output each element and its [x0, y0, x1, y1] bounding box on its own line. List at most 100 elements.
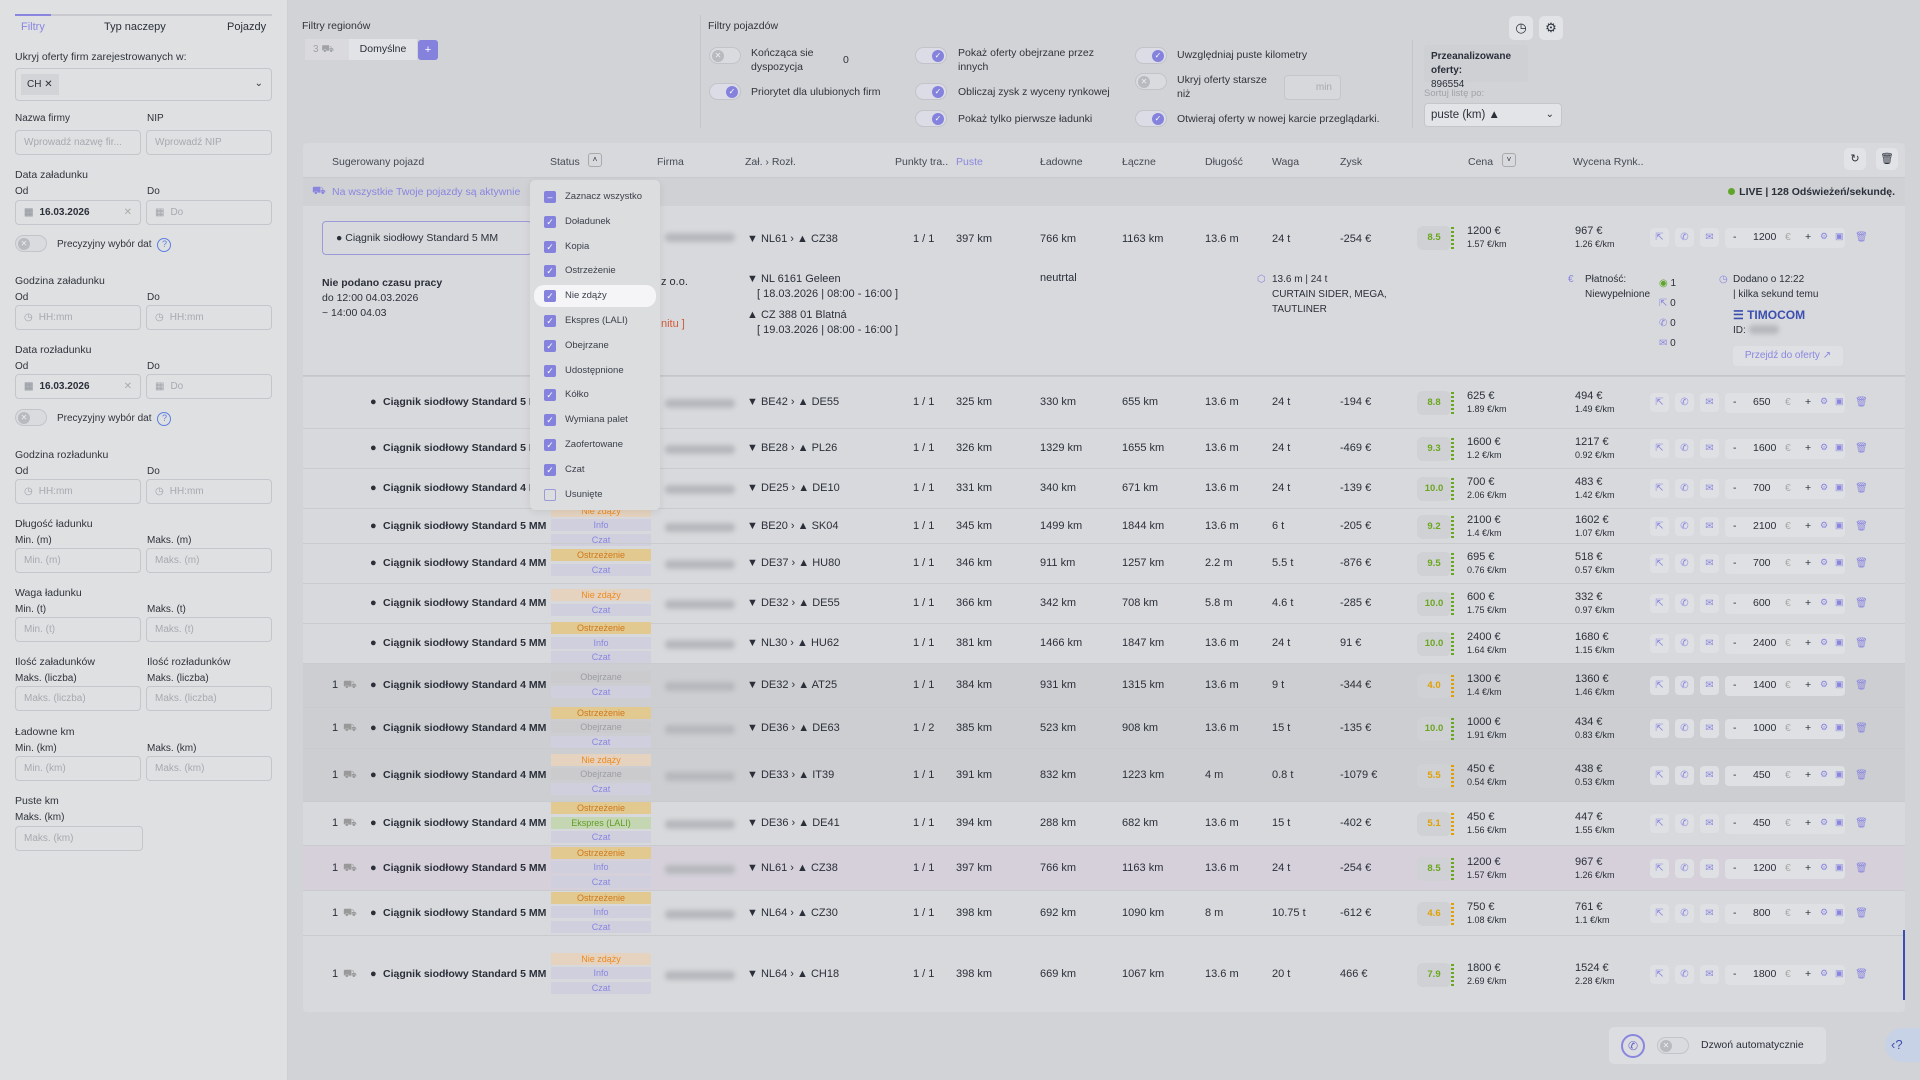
bid-auto-icon[interactable]: ▣ — [1835, 768, 1844, 779]
new-tab-toggle[interactable]: ✓ — [1135, 110, 1167, 127]
table-row[interactable]: ● Ciągnik siodłowy Standard 5 MM ▼ BE28 › … — [303, 428, 1905, 468]
weight-min-input[interactable]: Min. (t) — [15, 617, 141, 642]
minus-button[interactable]: - — [1733, 557, 1737, 569]
call-button[interactable]: ✆ — [1675, 814, 1694, 833]
minus-button[interactable]: - — [1733, 967, 1737, 980]
status-option[interactable]: ✓ Kółko — [530, 384, 660, 406]
table-row[interactable]: 1 ⛟ ● Ciągnik siodłowy Standard 4 MM Nie zdą… — [303, 748, 1905, 801]
plus-button[interactable]: + — [1805, 906, 1812, 919]
share-button[interactable]: ⇱ — [1650, 814, 1669, 833]
share-button[interactable]: ⇱ — [1650, 439, 1669, 458]
minus-button[interactable]: - — [1733, 519, 1737, 532]
checkbox[interactable]: ✓ — [544, 439, 556, 451]
plus-button[interactable]: + — [1805, 768, 1812, 781]
delete-offer-button[interactable]: 🗑 — [1852, 965, 1871, 984]
call-button[interactable]: ✆ — [1675, 676, 1694, 695]
plus-button[interactable]: + — [1805, 396, 1812, 408]
bid-stepper[interactable]: - 700 € + ⚙ ▣ — [1725, 554, 1845, 574]
minus-button[interactable]: - — [1733, 482, 1737, 494]
vehicle-select[interactable]: ● Ciągnik siodłowy Standard 5 MM — [322, 221, 532, 255]
header-empty-km[interactable]: Puste — [956, 156, 983, 168]
bid-stepper[interactable]: - 1200 € + ⚙ ▣ — [1725, 228, 1845, 248]
bid-value[interactable]: 700 — [1753, 557, 1771, 569]
checkbox[interactable]: ✓ — [544, 414, 556, 427]
mail-button[interactable]: ✉ — [1700, 516, 1719, 536]
table-row[interactable]: ● Ciągnik siodłowy Standard 4 MM Nie zdąży… — [303, 583, 1905, 623]
mail-button[interactable]: ✉ — [1700, 765, 1719, 785]
length-max-input[interactable]: Maks. (m) — [146, 548, 272, 573]
bid-value[interactable]: 800 — [1753, 906, 1771, 919]
bid-auto-icon[interactable]: ▣ — [1835, 637, 1844, 647]
delete-offer-button[interactable]: 🗑 — [1852, 766, 1871, 785]
minus-button[interactable]: - — [1733, 637, 1737, 649]
share-button[interactable]: ⇱ — [1650, 393, 1669, 412]
plus-button[interactable]: + — [1805, 721, 1812, 734]
delete-offer-button[interactable]: 🗑 — [1852, 859, 1871, 878]
minus-button[interactable]: - — [1733, 817, 1737, 829]
bid-value[interactable]: 1800 — [1753, 967, 1777, 980]
checkbox[interactable]: ✓ — [544, 290, 556, 303]
table-row[interactable]: 1 ⛟ ● Ciągnik siodłowy Standard 5 MM Nie zdą… — [303, 935, 1905, 1012]
unload-hour-to-input[interactable]: ◷ HH:mm — [146, 479, 272, 504]
checkbox[interactable]: – — [544, 191, 556, 203]
bid-stepper[interactable]: - 450 € + ⚙ ▣ — [1725, 814, 1845, 834]
plus-button[interactable]: + — [1805, 967, 1812, 980]
table-row[interactable]: ● Ciągnik siodłowy Standard 5 MM Ostrzeżen… — [303, 622, 1905, 664]
load-date-from-input[interactable]: ▦ 16.03.2026 ✕ — [15, 200, 141, 225]
header-status[interactable]: Status — [550, 156, 580, 168]
delete-offer-button[interactable]: 🗑 — [1852, 676, 1871, 695]
tab-trailer-type[interactable]: Typ naczepy — [104, 21, 166, 33]
auto-call-toggle[interactable]: ✕ — [1657, 1037, 1689, 1054]
status-option[interactable]: ✓ Kopia — [530, 236, 660, 258]
mail-button[interactable]: ✉ — [1700, 228, 1719, 247]
unload-date-to-input[interactable]: ▦ Do — [146, 374, 272, 399]
mail-button[interactable]: ✉ — [1700, 718, 1719, 738]
mail-button[interactable]: ✉ — [1700, 858, 1719, 878]
bid-stepper[interactable]: - 600 € + ⚙ ▣ — [1725, 594, 1845, 614]
bid-stepper[interactable]: - 1000 € + ⚙ ▣ — [1725, 718, 1845, 739]
minus-button[interactable]: - — [1733, 861, 1737, 874]
bid-auto-icon[interactable]: ▣ — [1835, 679, 1844, 689]
table-row[interactable]: 1 ⛟ ● Ciągnik siodłowy Standard 5 MM Ostrzeż… — [303, 845, 1905, 890]
bid-value[interactable]: 1600 — [1753, 442, 1777, 454]
status-option[interactable]: ✓ Nie zdąży — [534, 285, 656, 308]
nip-input[interactable]: Wprowadź NIP — [146, 130, 272, 155]
delete-offer-button[interactable]: 🗑 — [1852, 554, 1871, 573]
delete-offer-button[interactable]: 🗑 — [1852, 479, 1871, 498]
delete-offer-button[interactable]: 🗑 — [1852, 719, 1871, 738]
bid-auto-icon[interactable]: ▣ — [1835, 557, 1844, 567]
call-button[interactable]: ✆ — [1675, 479, 1694, 498]
header-points[interactable]: Punkty tra.. — [895, 156, 949, 168]
share-button[interactable]: ⇱ — [1650, 594, 1669, 613]
hide-older-minutes-input[interactable]: min — [1284, 75, 1341, 100]
minus-button[interactable]: - — [1733, 231, 1737, 243]
minus-button[interactable]: - — [1733, 679, 1737, 691]
checkbox[interactable]: ✓ — [544, 265, 556, 278]
share-button[interactable]: ⇱ — [1650, 718, 1669, 738]
call-button[interactable]: ✆ — [1675, 903, 1694, 923]
delete-offer-button[interactable]: 🗑 — [1852, 594, 1871, 613]
table-row[interactable]: 1 ⛟ ● Ciągnik siodłowy Standard 5 MM Ostrzeż… — [303, 890, 1905, 935]
header-total-km[interactable]: Łączne — [1122, 156, 1156, 168]
checkbox[interactable]: ✓ — [544, 389, 556, 402]
delete-offer-button[interactable]: 🗑 — [1852, 393, 1871, 412]
load-date-to-input[interactable]: ▦ Do — [146, 200, 272, 225]
mail-button[interactable]: ✉ — [1700, 903, 1719, 923]
country-multiselect[interactable]: CH ✕ ⌄ — [15, 68, 272, 101]
plus-button[interactable]: + — [1805, 679, 1812, 691]
clear-all-button[interactable]: 🗑 — [1876, 148, 1898, 170]
hide-older-toggle[interactable]: ✕ — [1135, 73, 1167, 90]
plus-button[interactable]: + — [1805, 519, 1812, 532]
help-icon[interactable]: ? — [157, 412, 172, 426]
checkbox[interactable]: ✓ — [544, 339, 556, 352]
call-button[interactable]: ✆ — [1675, 594, 1694, 613]
checkbox[interactable]: ✓ — [544, 315, 556, 327]
bid-value[interactable]: 2100 — [1753, 519, 1777, 532]
minus-button[interactable]: - — [1733, 768, 1737, 781]
share-button[interactable]: ⇱ — [1650, 634, 1669, 653]
bid-stepper[interactable]: - 650 € + ⚙ ▣ — [1725, 393, 1845, 413]
call-button[interactable]: ✆ — [1675, 858, 1694, 878]
bid-value[interactable]: 1200 — [1753, 231, 1777, 243]
bid-calc-icon[interactable]: ⚙ — [1820, 768, 1829, 779]
bid-auto-icon[interactable]: ▣ — [1835, 519, 1844, 530]
